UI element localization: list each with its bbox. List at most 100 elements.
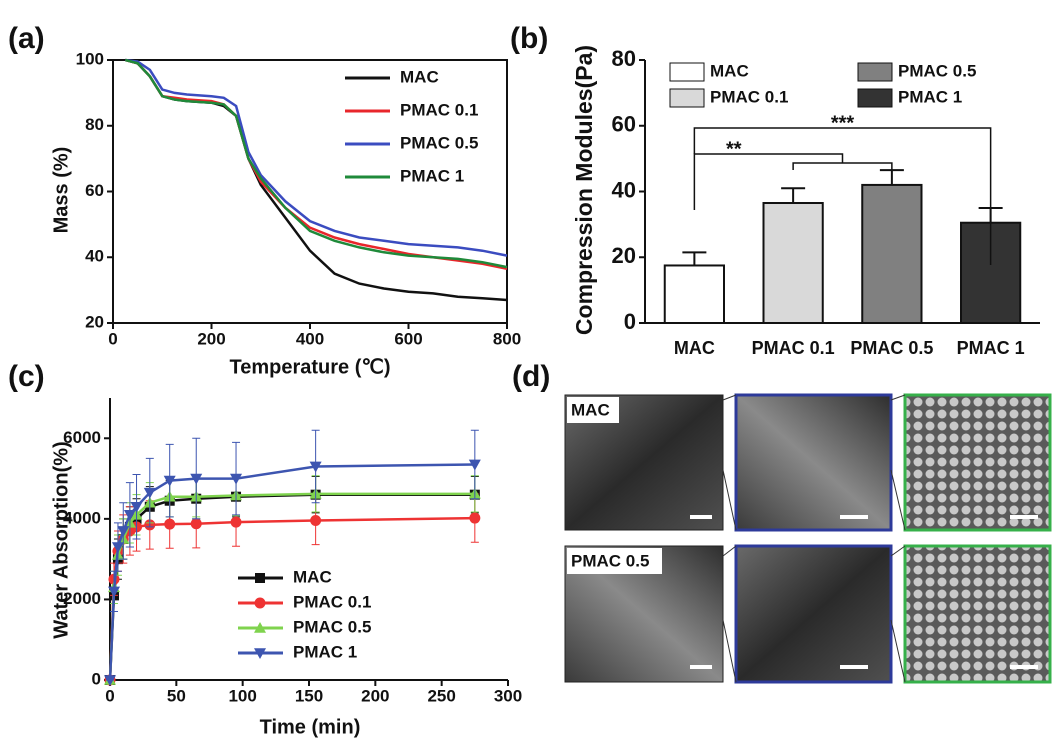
x-tick-label: 150 [295,686,323,705]
x-tick-label: PMAC 0.5 [850,338,933,358]
marker [163,475,176,487]
marker [469,512,481,524]
label-box [567,548,662,574]
bar [861,183,923,324]
y-tick-label: 40 [612,177,636,202]
sem-image [734,393,893,532]
marker [130,501,143,513]
sem-panel: (d) MAC PMAC 0.5 [512,360,1052,684]
y-tick-label: 80 [612,46,636,71]
bar [762,202,824,325]
marker [254,622,266,633]
x-tick-label: PMAC 0.1 [752,338,835,358]
legend-label: PMAC 0.1 [400,100,478,119]
y-tick-label: 60 [85,181,104,200]
x-tick-label: 0 [105,686,114,705]
label-box [567,397,619,423]
legend-label: MAC [400,67,439,86]
panel-label: (c) [8,360,45,393]
legend-label: MAC [710,61,749,80]
legend-label: PMAC 1 [293,642,357,661]
marker [254,597,266,609]
significance-bracket [693,127,992,265]
marker [309,461,322,473]
y-tick-label: 100 [76,49,104,68]
y-tick-label: 0 [624,309,636,334]
y-tick-label: 80 [85,115,104,134]
marker [164,518,176,530]
error-bar [682,251,707,266]
marker [107,586,120,598]
connector [722,394,906,683]
y-tick-label: 2000 [63,589,101,608]
marker [117,526,130,537]
legend-label: PMAC 0.1 [710,87,788,106]
series-line [124,58,508,271]
sem-image [903,393,1052,532]
x-tick-label: 400 [296,329,324,348]
x-tick-label: 0 [108,329,117,348]
x-tick-label: PMAC 1 [957,338,1025,358]
bar [663,264,725,324]
sem-image [903,544,1052,684]
x-tick-label: MAC [674,338,715,358]
series-line [124,58,508,269]
marker [254,648,266,659]
marker [230,516,242,528]
marker [123,510,136,521]
marker [111,542,124,554]
sem-image [734,544,893,684]
marker [230,473,243,485]
y-axis-label: Mass (%) [50,147,72,234]
y-tick-label: 20 [612,243,636,268]
x-tick-label: 200 [197,329,225,348]
x-tick-label: 600 [394,329,422,348]
error-bar [781,187,806,204]
legend-label: PMAC 0.5 [400,133,478,152]
plot-frame [112,59,508,324]
panel-label: (d) [512,360,550,393]
panel-label: (a) [8,22,45,55]
legend-label: PMAC 0.5 [898,61,976,80]
scale-bar [690,515,1038,669]
legend-label: PMAC 1 [898,87,962,106]
x-axis-label: Temperature (℃) [229,356,390,378]
legend-swatch [857,62,893,82]
panel-label: (b) [510,22,548,55]
annotation: *** [831,112,855,134]
y-tick-label: 60 [612,112,636,137]
legend-swatch [669,88,705,108]
annotation: ** [726,138,742,160]
y-tick-label: 4000 [63,508,101,527]
y-tick-label: 0 [92,669,101,688]
x-tick-label: 200 [361,686,389,705]
sem-label: MAC [571,400,610,419]
legend-label: PMAC 1 [400,166,464,185]
y-tick-label: 6000 [63,428,101,447]
legend-swatch [669,62,705,82]
series-line [125,58,508,257]
y-axis-label: Compression Modules(Pa) [571,45,597,335]
y-tick-label: 40 [85,247,104,266]
marker [468,459,481,471]
error-bar [879,169,904,185]
marker [255,573,265,583]
legend-label: MAC [293,567,332,586]
y-tick-label: 20 [85,312,104,331]
sem-label: PMAC 0.5 [571,551,649,570]
x-tick-label: 100 [228,686,256,705]
series-line [108,463,475,681]
marker [310,514,322,526]
marker [190,473,203,485]
legend-label: PMAC 0.5 [293,617,371,636]
significance-bracket [693,153,893,210]
x-tick-label: 50 [167,686,186,705]
marker [190,518,202,530]
legend-label: PMAC 0.1 [293,592,371,611]
x-axis-label: Time (min) [260,716,361,738]
x-tick-label: 800 [493,329,521,348]
x-tick-label: 250 [427,686,455,705]
x-tick-label: 300 [494,686,522,705]
y-axis-label: Water Absorption(%) [50,441,72,638]
